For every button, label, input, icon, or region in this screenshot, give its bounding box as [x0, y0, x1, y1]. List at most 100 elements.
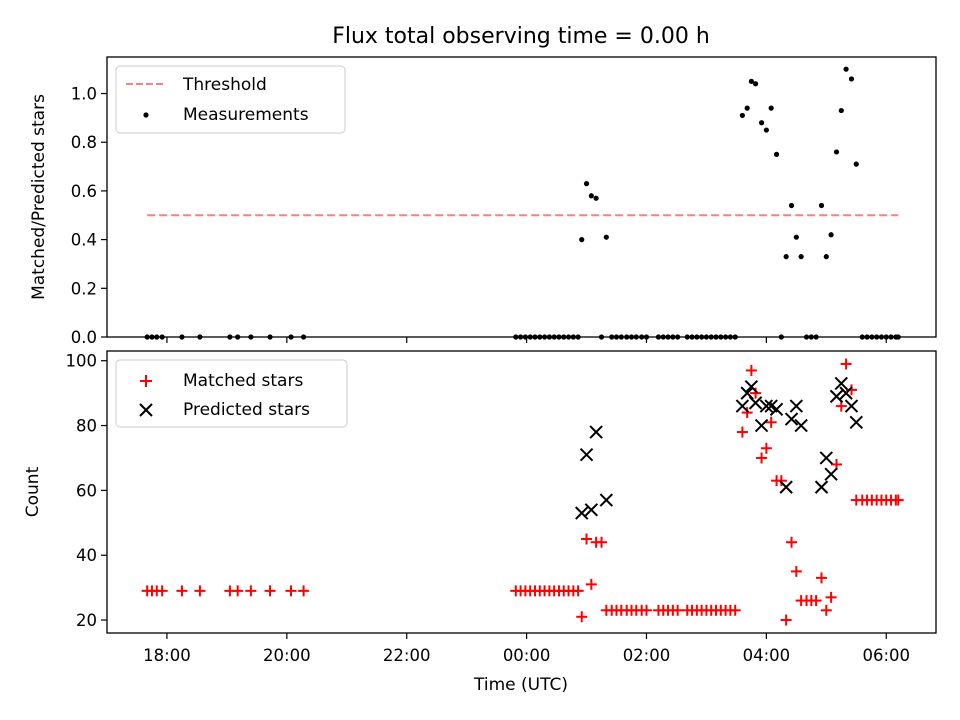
legend-predicted-swatch [139, 403, 153, 417]
predicted-star-point [579, 448, 594, 462]
measurement-point [579, 237, 585, 243]
measurement-point [739, 112, 745, 119]
predicted-star-point [735, 399, 750, 413]
bottom-y-axis-label: Count [23, 466, 43, 517]
measurement-point [783, 254, 789, 260]
matched-star-point [780, 614, 792, 626]
matched-star-point [285, 585, 297, 597]
matched-star-point [176, 585, 188, 597]
x-tick-label: 06:00 [862, 646, 910, 665]
matched-star-point [820, 604, 832, 616]
matched-star-point [194, 585, 206, 597]
x-tick-label: 20:00 [263, 646, 311, 665]
matched-star-point [765, 416, 777, 428]
matched-star-point [729, 604, 741, 616]
matched-star-point [572, 585, 584, 597]
predicted-star-point [834, 376, 848, 391]
measurement-point [853, 161, 859, 167]
predicted-star-point [849, 415, 863, 430]
y-tick-label: 0.8 [71, 133, 97, 152]
y-tick-label: 0.6 [71, 182, 97, 201]
legend-threshold-label: Threshold [182, 75, 267, 95]
matched-star-point [760, 442, 772, 454]
predicted-star-point [769, 402, 784, 417]
x-tick-label: 04:00 [743, 646, 791, 665]
matched-star-point [816, 572, 828, 584]
bottom-axes-frame [106, 350, 937, 634]
y-tick-label: 100 [66, 352, 98, 371]
measurement-point [752, 81, 759, 87]
predicted-star-point [584, 503, 599, 517]
top-x-ticks [166, 337, 887, 343]
measurement-point [818, 202, 825, 209]
bottom-axes: 20 40 60 80 100 18:00 20:00 22:00 00:00 02:00 04:… [23, 350, 937, 695]
legend-measurements-label: Measurements [183, 105, 309, 125]
legend-matched-swatch [140, 375, 152, 387]
matched-star-point [745, 364, 757, 376]
predicted-star-point [779, 480, 793, 494]
matched-star-point [298, 585, 310, 597]
y-tick-label: 0.4 [71, 231, 97, 250]
predicted-star-point [589, 425, 603, 439]
matched-star-point [736, 426, 748, 438]
measurement-point [833, 149, 840, 155]
predicted-star-points [575, 376, 863, 520]
measurement-point [788, 202, 795, 209]
matched-star-point [232, 585, 244, 597]
bottom-y-ticks: 20 40 60 80 100 [66, 352, 107, 630]
predicted-star-point [789, 399, 804, 413]
measurement-point [793, 234, 799, 240]
measurement-point [823, 254, 829, 260]
bottom-x-ticks: 18:00 20:00 22:00 00:00 02:00 04:00 06:00 [143, 633, 910, 665]
measurement-point [744, 105, 750, 111]
top-y-ticks: 0.0 0.2 0.4 0.6 0.8 1.0 [71, 85, 107, 347]
x-tick-label: 00:00 [503, 646, 551, 665]
measurement-point [843, 66, 849, 72]
y-tick-label: 1.0 [71, 85, 97, 104]
bottom-legend-box [115, 359, 348, 428]
matched-star-point [264, 585, 276, 597]
bottom-legend: Matched stars Predicted stars [115, 359, 348, 428]
legend-measurements-swatch [143, 112, 149, 118]
predicted-star-point [744, 379, 759, 394]
matched-star-point [756, 452, 768, 464]
matched-star-point [840, 358, 852, 370]
matched-star-point [775, 475, 787, 487]
measurement-point [768, 105, 774, 111]
measurement-point [583, 181, 590, 187]
matched-star-point [741, 407, 753, 419]
legend-matched-label: Matched stars [183, 371, 303, 391]
measurement-point [593, 195, 599, 201]
matched-star-point [672, 604, 684, 616]
predicted-star-point [754, 418, 769, 433]
y-tick-label: 0.2 [71, 279, 97, 298]
matched-star-point [156, 585, 168, 597]
measurement-point [763, 127, 769, 133]
predicted-star-point [819, 451, 834, 465]
predicted-star-point [814, 480, 829, 494]
x-tick-label: 22:00 [383, 646, 431, 665]
matched-star-point [581, 533, 593, 545]
matched-star-point [245, 585, 257, 597]
measurement-point [758, 120, 765, 126]
top-legend: Threshold Measurements [115, 65, 346, 134]
matched-star-point [825, 591, 837, 603]
y-tick-label: 80 [76, 417, 97, 436]
matched-star-point [640, 604, 652, 616]
predicted-star-point [839, 386, 853, 400]
measurement-point [838, 107, 844, 114]
y-tick-label: 60 [76, 481, 97, 500]
top-axes-frame [106, 56, 937, 338]
matched-star-point [845, 384, 857, 396]
y-tick-label: 0.0 [71, 328, 97, 347]
x-axis-label: Time (UTC) [473, 675, 568, 695]
measurement-point [773, 151, 780, 157]
predicted-star-point [759, 399, 774, 413]
measurement-point [828, 232, 834, 238]
top-y-axis-label: Matched/Predicted stars [29, 94, 49, 300]
matched-star-point [810, 595, 822, 607]
matched-star-point [596, 536, 608, 548]
predicted-star-point [829, 389, 844, 404]
predicted-star-point [784, 412, 799, 426]
